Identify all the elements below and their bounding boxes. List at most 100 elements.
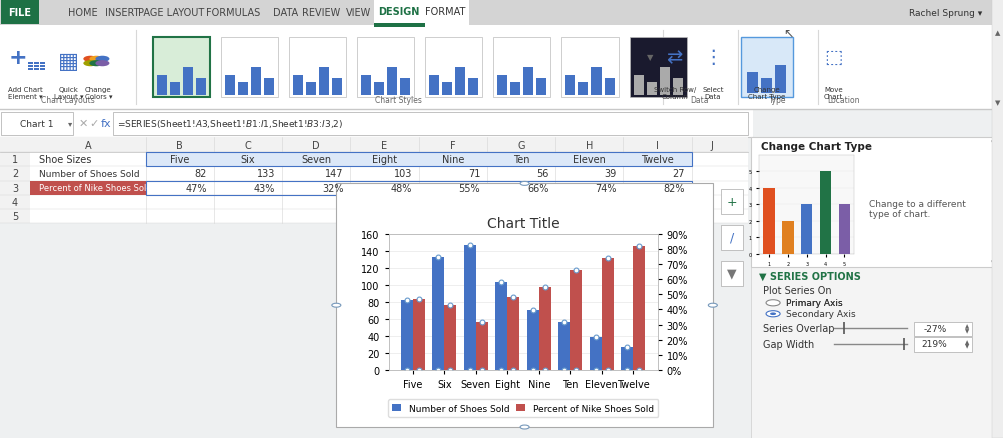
Text: ▲: ▲: [992, 101, 998, 110]
Bar: [400, 78, 410, 95]
Text: fx: fx: [101, 119, 111, 129]
Bar: [991, 0, 1003, 438]
Bar: [40, 68, 45, 71]
Text: 27: 27: [672, 169, 684, 179]
Text: ▼ SERIES OPTIONS: ▼ SERIES OPTIONS: [758, 271, 860, 281]
Bar: [510, 83, 520, 95]
Bar: [1, 0, 39, 25]
Text: Primary Axis: Primary Axis: [785, 299, 842, 307]
Circle shape: [769, 313, 775, 315]
Bar: [113, 113, 747, 136]
Text: Rachel Sprung ▾: Rachel Sprung ▾: [908, 9, 981, 18]
Text: Data: Data: [690, 96, 708, 105]
Bar: [357, 38, 414, 98]
Bar: [475, 322, 487, 370]
Bar: [720, 261, 742, 286]
Bar: [633, 247, 645, 370]
Text: 82%: 82%: [663, 183, 684, 193]
Bar: [0, 0, 1003, 26]
Bar: [913, 322, 971, 336]
Text: Eight: Eight: [371, 155, 397, 165]
Text: Move
Chart: Move Chart: [822, 87, 843, 100]
Text: Series Overlap: Series Overlap: [762, 324, 833, 333]
Legend: Number of Shoes Sold, Percent of Nike Shoes Sold: Number of Shoes Sold, Percent of Nike Sh…: [387, 399, 658, 417]
Bar: [561, 38, 618, 98]
Circle shape: [708, 304, 717, 307]
Bar: [590, 337, 601, 370]
Text: ▼: ▼: [990, 139, 996, 145]
Text: 5: 5: [12, 212, 18, 221]
Bar: [762, 188, 774, 254]
Text: 55%: 55%: [458, 183, 479, 193]
Text: INSERT: INSERT: [105, 8, 139, 18]
Bar: [819, 172, 830, 254]
Bar: [913, 338, 971, 352]
Text: G: G: [517, 141, 525, 150]
Text: Switch Row/
Column: Switch Row/ Column: [653, 87, 695, 100]
Bar: [633, 75, 643, 95]
Text: Percent of Nike Shoes Sold: Percent of Nike Shoes Sold: [39, 184, 152, 193]
Bar: [527, 310, 539, 370]
Text: I: I: [656, 141, 658, 150]
Text: Shoe Sizes: Shoe Sizes: [39, 155, 91, 165]
Bar: [1, 113, 73, 136]
Text: 219%: 219%: [921, 339, 947, 348]
Text: 4: 4: [12, 197, 18, 207]
Text: Nine: Nine: [441, 155, 463, 165]
Bar: [306, 83, 316, 95]
Text: ✓: ✓: [89, 119, 99, 129]
Text: 147: 147: [325, 169, 343, 179]
Bar: [720, 189, 742, 215]
Text: =SERIES(Sheet1!$A$3,Sheet1!$B$1:$I$1,Sheet1!$B$3:$I$3,2): =SERIES(Sheet1!$A$3,Sheet1!$B$1:$I$1,She…: [117, 118, 343, 130]
Text: Twelve: Twelve: [641, 155, 673, 165]
Text: FILE: FILE: [9, 8, 31, 18]
Bar: [578, 83, 588, 95]
Text: 1: 1: [12, 155, 18, 165]
Circle shape: [765, 311, 779, 317]
Bar: [251, 68, 261, 95]
Text: PAGE LAYOUT: PAGE LAYOUT: [137, 8, 204, 18]
Bar: [629, 38, 686, 98]
Text: 56: 56: [536, 169, 548, 179]
Text: 71: 71: [467, 169, 479, 179]
Bar: [293, 75, 303, 95]
Circle shape: [520, 182, 529, 186]
Text: Six: Six: [241, 155, 255, 165]
Bar: [28, 68, 33, 71]
Bar: [400, 300, 412, 370]
Text: DESIGN: DESIGN: [377, 7, 419, 17]
Bar: [492, 38, 550, 98]
Text: A: A: [84, 141, 91, 150]
Title: Chart Title: Chart Title: [486, 216, 559, 230]
Bar: [221, 38, 278, 98]
Bar: [196, 78, 206, 95]
Circle shape: [332, 304, 341, 307]
Text: DATA: DATA: [272, 8, 298, 18]
Bar: [760, 79, 771, 93]
Text: C: C: [245, 141, 251, 150]
Text: Chart Layouts: Chart Layouts: [41, 96, 95, 105]
Text: Chart Styles: Chart Styles: [375, 96, 421, 105]
Bar: [428, 75, 438, 95]
Text: Location: Location: [826, 96, 859, 105]
Bar: [536, 78, 546, 95]
Text: ▲: ▲: [994, 30, 1000, 36]
Bar: [0, 138, 747, 153]
Text: Change to a different
type of chart.: Change to a different type of chart.: [869, 199, 965, 219]
Text: J: J: [710, 141, 712, 150]
Text: ▼: ▼: [647, 53, 653, 62]
Text: Change Chart Type: Change Chart Type: [760, 142, 872, 152]
Text: ▾: ▾: [68, 119, 72, 128]
Text: 2: 2: [12, 169, 18, 179]
Text: Primary Axis: Primary Axis: [785, 299, 842, 307]
Text: ▼: ▼: [964, 328, 968, 333]
Bar: [467, 78, 477, 95]
Text: ▦: ▦: [58, 52, 78, 72]
Circle shape: [89, 57, 103, 63]
Circle shape: [520, 425, 529, 429]
Bar: [558, 322, 570, 370]
Bar: [740, 38, 792, 98]
Circle shape: [765, 300, 779, 306]
Bar: [591, 68, 601, 95]
Text: 39: 39: [604, 169, 616, 179]
